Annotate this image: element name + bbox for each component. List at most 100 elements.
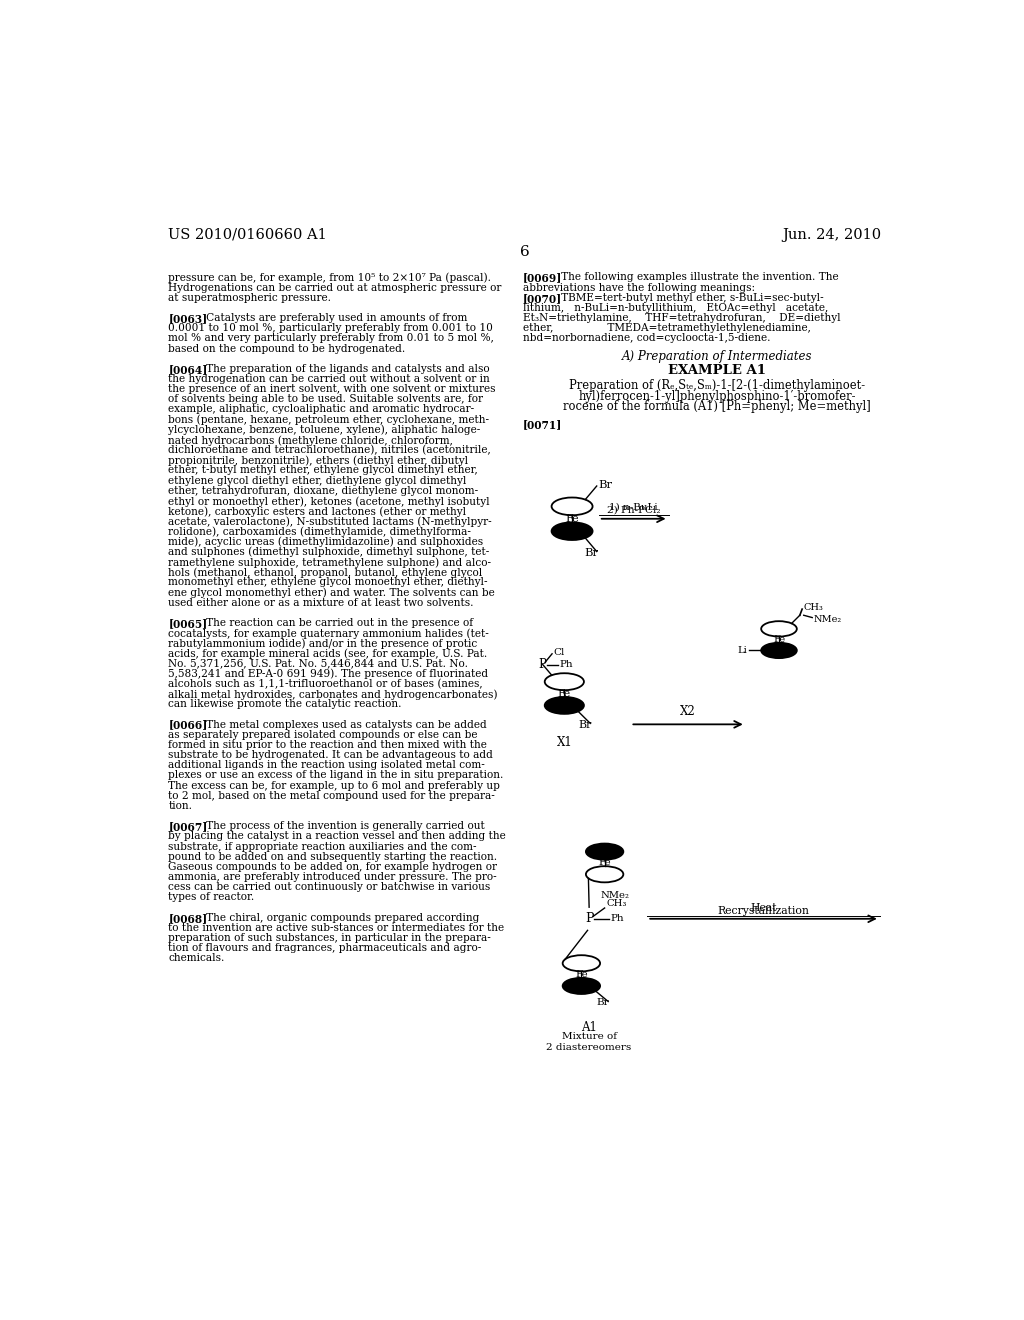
Text: P: P (585, 912, 593, 925)
Text: tion of flavours and fragrances, pharmaceuticals and agro-: tion of flavours and fragrances, pharmac… (168, 944, 481, 953)
Text: hols (methanol, ethanol, propanol, butanol, ethylene glycol: hols (methanol, ethanol, propanol, butan… (168, 568, 482, 578)
Text: acetate, valerolactone), N-substituted lactams (N-methylpyr-: acetate, valerolactone), N-substituted l… (168, 516, 492, 527)
Text: used either alone or as a mixture of at least two solvents.: used either alone or as a mixture of at … (168, 598, 474, 607)
Text: lithium,   n-BuLi=n-butyllithium,   EtOAc=ethyl   acetate,: lithium, n-BuLi=n-butyllithium, EtOAc=et… (523, 302, 828, 313)
Text: rocene of the formula (A1) [Ph=phenyl; Me=methyl]: rocene of the formula (A1) [Ph=phenyl; M… (563, 400, 870, 413)
Text: US 2010/0160660 A1: US 2010/0160660 A1 (168, 227, 327, 242)
Text: tion.: tion. (168, 801, 193, 810)
Text: NMe₂: NMe₂ (601, 891, 630, 900)
Text: cess can be carried out continuously or batchwise in various: cess can be carried out continuously or … (168, 882, 490, 892)
Text: ramethylene sulphoxide, tetramethylene sulphone) and alco-: ramethylene sulphoxide, tetramethylene s… (168, 557, 492, 568)
Text: and sulphones (dimethyl sulphoxide, dimethyl sulphone, tet-: and sulphones (dimethyl sulphoxide, dime… (168, 546, 489, 557)
Text: Ph: Ph (611, 915, 625, 923)
Text: EXAMPLE A1: EXAMPLE A1 (668, 363, 766, 376)
Text: Gaseous compounds to be added on, for example hydrogen or: Gaseous compounds to be added on, for ex… (168, 862, 498, 873)
Text: Fe: Fe (773, 635, 785, 644)
Text: Fe: Fe (558, 689, 571, 698)
Text: substrate to be hydrogenated. It can be advantageous to add: substrate to be hydrogenated. It can be … (168, 750, 494, 760)
Text: ylcyclohexane, benzene, toluene, xylene), aliphatic haloge-: ylcyclohexane, benzene, toluene, xylene)… (168, 425, 480, 436)
Text: dichloroethane and tetrachloroethane), nitriles (acetonitrile,: dichloroethane and tetrachloroethane), n… (168, 445, 492, 455)
Text: propionitrile, benzonitrile), ethers (diethyl ether, dibutyl: propionitrile, benzonitrile), ethers (di… (168, 455, 468, 466)
Text: mide), acyclic ureas (dimethylimidazoline) and sulphoxides: mide), acyclic ureas (dimethylimidazolin… (168, 537, 483, 548)
Text: rolidone), carboxamides (dimethylamide, dimethylforma-: rolidone), carboxamides (dimethylamide, … (168, 527, 471, 537)
Text: formed in situ prior to the reaction and then mixed with the: formed in situ prior to the reaction and… (168, 741, 487, 750)
Text: NMe₂: NMe₂ (814, 615, 842, 623)
Text: Et₃N=triethylamine,    THF=tetrahydrofuran,    DE=diethyl: Et₃N=triethylamine, THF=tetrahydrofuran,… (523, 313, 841, 323)
Text: 5,583,241 and EP-A-0 691 949). The presence of fluorinated: 5,583,241 and EP-A-0 691 949). The prese… (168, 669, 488, 680)
Text: alkali metal hydroxides, carbonates and hydrogencarbonates): alkali metal hydroxides, carbonates and … (168, 689, 498, 700)
Text: nbd=norbornadiene, cod=cycloocta-1,5-diene.: nbd=norbornadiene, cod=cycloocta-1,5-die… (523, 334, 771, 343)
Text: TBME=tert-butyl methyl ether, s-BuLi=sec-butyl-: TBME=tert-butyl methyl ether, s-BuLi=sec… (551, 293, 823, 302)
Text: by placing the catalyst in a reaction vessel and then adding the: by placing the catalyst in a reaction ve… (168, 832, 506, 841)
Text: [0069]: [0069] (523, 272, 562, 284)
Text: [0064]: [0064] (168, 364, 208, 375)
Text: A) Preparation of Intermediates: A) Preparation of Intermediates (622, 350, 812, 363)
Text: the hydrogenation can be carried out without a solvent or in: the hydrogenation can be carried out wit… (168, 374, 490, 384)
Text: at superatmospheric pressure.: at superatmospheric pressure. (168, 293, 332, 302)
Ellipse shape (761, 643, 797, 659)
Text: Fe: Fe (598, 858, 611, 867)
Ellipse shape (545, 697, 584, 714)
Text: Cl: Cl (554, 648, 565, 657)
Text: Jun. 24, 2010: Jun. 24, 2010 (782, 227, 882, 242)
Text: Fe: Fe (565, 513, 579, 524)
Text: Catalysts are preferably used in amounts of from: Catalysts are preferably used in amounts… (197, 313, 468, 323)
Text: ether, tetrahydrofuran, dioxane, diethylene glycol monom-: ether, tetrahydrofuran, dioxane, diethyl… (168, 486, 478, 496)
Text: [0070]: [0070] (523, 293, 562, 304)
Text: Fe: Fe (575, 970, 588, 979)
Text: the presence of an inert solvent, with one solvent or mixtures: the presence of an inert solvent, with o… (168, 384, 496, 395)
Text: acids, for example mineral acids (see, for example, U.S. Pat.: acids, for example mineral acids (see, f… (168, 648, 487, 659)
Text: CH₃: CH₃ (804, 603, 823, 612)
Text: The following examples illustrate the invention. The: The following examples illustrate the in… (551, 272, 839, 282)
Text: Li: Li (737, 645, 748, 655)
Text: cocatalysts, for example quaternary ammonium halides (tet-: cocatalysts, for example quaternary ammo… (168, 628, 489, 639)
Ellipse shape (586, 843, 624, 859)
Text: A1: A1 (582, 1020, 597, 1034)
Text: ethyl or monoethyl ether), ketones (acetone, methyl isobutyl: ethyl or monoethyl ether), ketones (acet… (168, 496, 489, 507)
Text: bons (pentane, hexane, petroleum ether, cyclohexane, meth-: bons (pentane, hexane, petroleum ether, … (168, 414, 489, 425)
Text: Hydrogenations can be carried out at atmospheric pressure or: Hydrogenations can be carried out at atm… (168, 282, 502, 293)
Text: [0067]: [0067] (168, 821, 208, 832)
Text: X2: X2 (680, 705, 696, 718)
Text: pressure can be, for example, from 10⁵ to 2×10⁷ Pa (pascal).: pressure can be, for example, from 10⁵ t… (168, 272, 492, 282)
Text: [0063]: [0063] (168, 313, 208, 323)
Text: monomethyl ether, ethylene glycol monoethyl ether, diethyl-: monomethyl ether, ethylene glycol monoet… (168, 577, 487, 587)
Text: [0066]: [0066] (168, 719, 208, 730)
Text: hyl)ferrocen-1-yl]phenylphosphino-1′-bromofer-: hyl)ferrocen-1-yl]phenylphosphino-1′-bro… (579, 389, 856, 403)
Text: can likewise promote the catalytic reaction.: can likewise promote the catalytic react… (168, 700, 401, 709)
Text: No. 5,371,256, U.S. Pat. No. 5,446,844 and U.S. Pat. No.: No. 5,371,256, U.S. Pat. No. 5,446,844 a… (168, 659, 468, 669)
Text: ketone), carboxylic esters and lactones (ether or methyl: ketone), carboxylic esters and lactones … (168, 506, 466, 516)
Text: substrate, if appropriate reaction auxiliaries and the com-: substrate, if appropriate reaction auxil… (168, 842, 477, 851)
Text: Preparation of (Rₑ,Sₜₑ,Sₘ)-1-[2-(1-dimethylaminoet-: Preparation of (Rₑ,Sₜₑ,Sₘ)-1-[2-(1-dimet… (569, 379, 865, 392)
Text: example, aliphatic, cycloaliphatic and aromatic hydrocar-: example, aliphatic, cycloaliphatic and a… (168, 404, 474, 414)
Text: preparation of such substances, in particular in the prepara-: preparation of such substances, in parti… (168, 933, 492, 942)
Text: 6: 6 (520, 244, 529, 259)
Text: CH₃: CH₃ (606, 899, 627, 908)
Text: to the invention are active sub-stances or intermediates for the: to the invention are active sub-stances … (168, 923, 505, 933)
Ellipse shape (562, 978, 600, 994)
Text: 1) n-BuLi: 1) n-BuLi (609, 503, 658, 512)
Text: The reaction can be carried out in the presence of: The reaction can be carried out in the p… (197, 618, 473, 628)
Text: 2) Ph-PCl₂: 2) Ph-PCl₂ (607, 506, 660, 515)
Text: ammonia, are preferably introduced under pressure. The pro-: ammonia, are preferably introduced under… (168, 873, 497, 882)
Text: The process of the invention is generally carried out: The process of the invention is generall… (197, 821, 485, 832)
Text: X1: X1 (556, 737, 572, 748)
Text: ethylene glycol diethyl ether, diethylene glycol dimethyl: ethylene glycol diethyl ether, diethylen… (168, 475, 467, 486)
Text: Br: Br (598, 479, 612, 490)
Text: additional ligands in the reaction using isolated metal com-: additional ligands in the reaction using… (168, 760, 485, 771)
Text: nated hydrocarbons (methylene chloride, chloroform,: nated hydrocarbons (methylene chloride, … (168, 436, 454, 446)
Text: types of reactor.: types of reactor. (168, 892, 255, 903)
Text: rabutylammonium iodide) and/or in the presence of protic: rabutylammonium iodide) and/or in the pr… (168, 639, 477, 649)
Ellipse shape (552, 523, 593, 540)
Text: as separately prepared isolated compounds or else can be: as separately prepared isolated compound… (168, 730, 478, 739)
Text: ether, t-butyl methyl ether, ethylene glycol dimethyl ether,: ether, t-butyl methyl ether, ethylene gl… (168, 466, 478, 475)
Text: pound to be added on and subsequently starting the reaction.: pound to be added on and subsequently st… (168, 851, 498, 862)
Text: to 2 mol, based on the metal compound used for the prepara-: to 2 mol, based on the metal compound us… (168, 791, 495, 801)
Text: [0071]: [0071] (523, 418, 562, 430)
Text: chemicals.: chemicals. (168, 953, 224, 964)
Text: based on the compound to be hydrogenated.: based on the compound to be hydrogenated… (168, 343, 406, 354)
Text: The preparation of the ligands and catalysts and also: The preparation of the ligands and catal… (197, 364, 489, 374)
Text: ene glycol monomethyl ether) and water. The solvents can be: ene glycol monomethyl ether) and water. … (168, 587, 495, 598)
Text: ether,                TMEDA=tetramethylethylenediamine,: ether, TMEDA=tetramethylethylenediamine, (523, 323, 811, 333)
Text: P: P (539, 659, 547, 671)
